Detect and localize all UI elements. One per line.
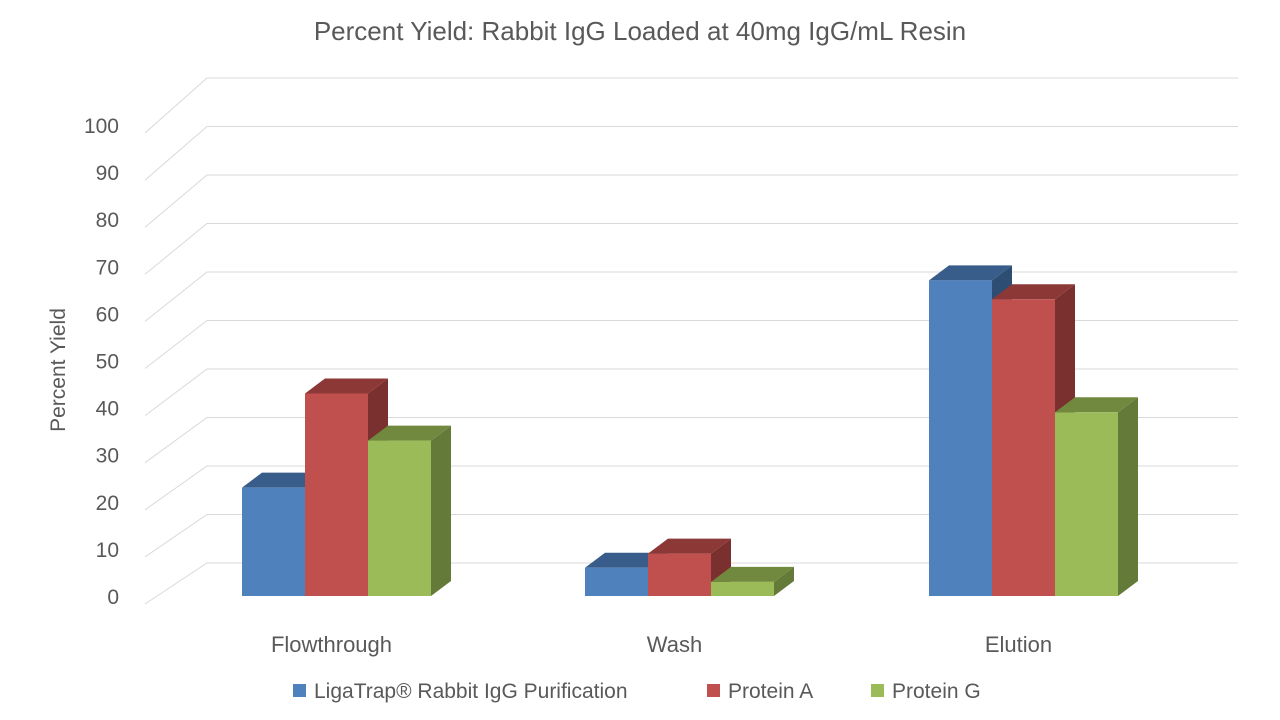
bar-top — [305, 378, 388, 394]
y-tick-label: 70 — [96, 256, 119, 279]
y-tick-label: 60 — [96, 303, 119, 326]
bar — [711, 566, 794, 596]
bar-front — [368, 440, 431, 596]
bar-side — [431, 425, 451, 596]
legend-label: LigaTrap® Rabbit IgG Purification — [314, 680, 628, 703]
bar-side — [774, 566, 794, 596]
bar-front — [648, 553, 711, 596]
legend-item: LigaTrap® Rabbit IgG Purification — [293, 680, 628, 703]
gridline — [144, 126, 1238, 181]
gridline — [144, 271, 1238, 322]
bars — [242, 265, 1138, 596]
category-label: Elution — [985, 632, 1052, 657]
category-labels: Flowthrough Wash Elution — [271, 632, 1052, 657]
bar-top — [1055, 397, 1138, 413]
bar-top — [585, 552, 668, 568]
bar-front — [711, 581, 774, 596]
legend: LigaTrap® Rabbit IgG Purification Protein… — [293, 680, 981, 703]
bar-top — [242, 472, 325, 488]
legend-swatch — [871, 684, 884, 697]
chart-title: Percent Yield: Rabbit IgG Loaded at 40mg… — [314, 16, 966, 46]
gridlines — [144, 77, 1238, 605]
y-tick-label: 40 — [96, 398, 119, 421]
gridline — [144, 368, 1238, 416]
gridline — [144, 77, 1238, 134]
legend-label: Protein A — [728, 680, 813, 703]
y-axis-title: Percent Yield — [47, 308, 70, 432]
y-axis-ticks: 0 10 20 30 40 50 60 70 80 90 100 — [84, 115, 119, 609]
y-tick-label: 50 — [96, 351, 119, 374]
y-tick-label: 0 — [107, 586, 119, 609]
bar-front — [992, 299, 1055, 596]
category-label: Wash — [647, 632, 702, 657]
y-tick-label: 20 — [96, 492, 119, 515]
category-label: Flowthrough — [271, 632, 392, 657]
y-tick-label: 10 — [96, 539, 119, 562]
bar-front — [1055, 412, 1118, 596]
legend-swatch — [707, 684, 720, 697]
gridline — [144, 417, 1238, 464]
bar-top — [992, 284, 1075, 300]
bar-front — [242, 487, 305, 596]
bar-front — [305, 393, 368, 596]
gridline — [144, 223, 1238, 275]
legend-swatch — [293, 684, 306, 697]
gridline — [144, 514, 1238, 558]
legend-label: Protein G — [892, 680, 981, 703]
legend-item: Protein A — [707, 680, 813, 703]
y-tick-label: 100 — [84, 115, 119, 138]
gridline — [144, 320, 1238, 369]
bar — [368, 425, 451, 596]
bar-top — [711, 566, 794, 582]
bar-side — [1118, 397, 1138, 596]
gridline — [144, 174, 1238, 228]
legend-item: Protein G — [871, 680, 981, 703]
bar-top — [648, 538, 731, 554]
bar-top — [368, 425, 451, 441]
bar-top — [929, 265, 1012, 281]
y-tick-label: 80 — [96, 209, 119, 232]
gridline — [144, 465, 1238, 511]
bar — [1055, 397, 1138, 596]
y-tick-label: 30 — [96, 445, 119, 468]
gridline — [144, 562, 1238, 605]
y-tick-label: 90 — [96, 162, 119, 185]
bar-front — [585, 567, 648, 596]
bar-front — [929, 280, 992, 596]
